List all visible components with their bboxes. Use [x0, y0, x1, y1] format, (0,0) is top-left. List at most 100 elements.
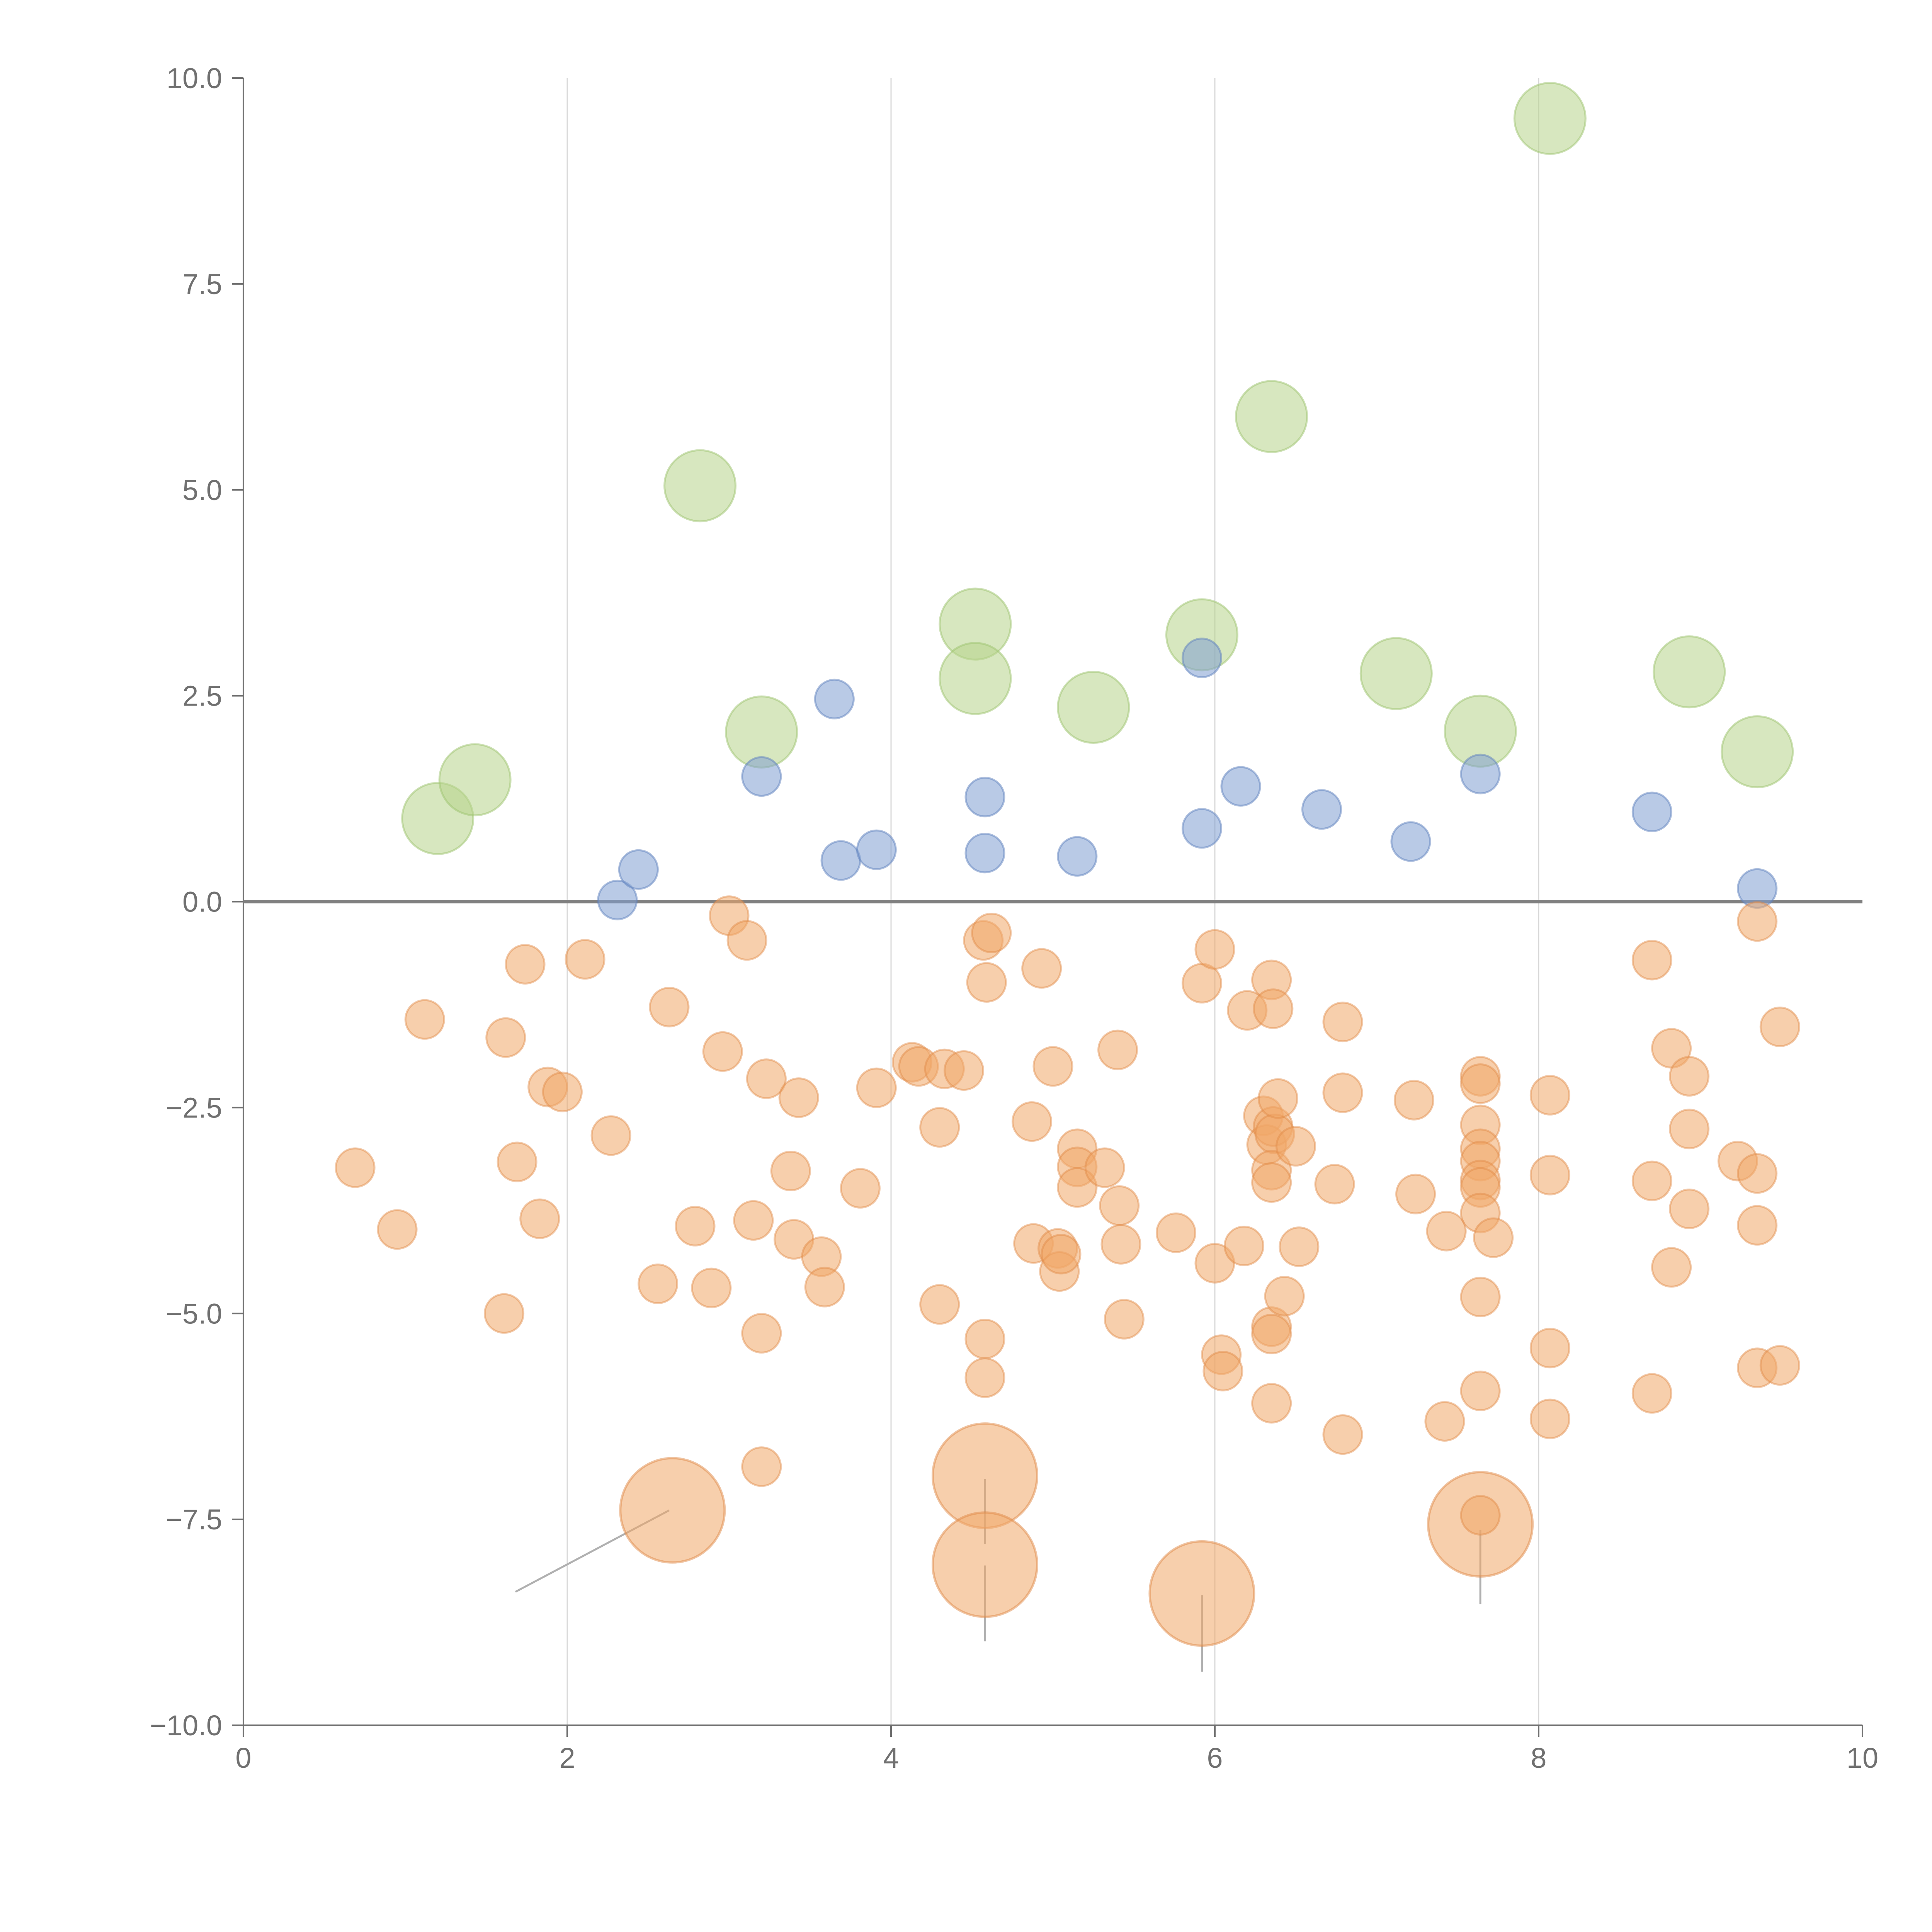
data-point-negative: [702, 1031, 743, 1072]
data-point-negative: [964, 1357, 1005, 1398]
data-point-low-positive: [1631, 791, 1672, 832]
data-point-negative: [377, 1209, 418, 1250]
y-tick-label: 10.0: [167, 62, 222, 94]
data-point-negative: [1264, 1276, 1305, 1316]
data-point-high-positive: [663, 449, 737, 522]
data-point-negative: [1737, 901, 1778, 942]
y-axis-ticks: −10.0 −7.5 −5.0 −2.5 0.0 2.5 5.0 7.5 10.0: [150, 62, 243, 1742]
data-point-negative: [638, 1264, 679, 1304]
data-point-negative: [1104, 1299, 1145, 1340]
data-point-negative: [1251, 1314, 1292, 1355]
data-point-large-negative: [619, 1457, 726, 1564]
data-point-negative: [1669, 1189, 1710, 1230]
data-point-negative: [1314, 1164, 1355, 1205]
data-point-negative: [1631, 940, 1672, 981]
data-point-negative: [335, 1147, 376, 1188]
data-point-negative: [1529, 1328, 1570, 1369]
data-point-negative: [919, 1284, 960, 1325]
data-point-negative: [497, 1141, 537, 1182]
data-point-high-positive: [1653, 635, 1726, 709]
data-point-low-positive: [814, 679, 855, 719]
data-point-negative: [1032, 1046, 1073, 1087]
data-point-low-positive: [1057, 836, 1098, 877]
data-point-negative: [1100, 1224, 1141, 1265]
data-point-negative: [1155, 1212, 1196, 1253]
data-point-negative: [1181, 963, 1222, 1004]
data-point-negative: [1194, 1243, 1235, 1284]
data-point-negative: [1460, 1495, 1501, 1536]
data-point-negative: [1099, 1185, 1140, 1226]
data-point-negative: [741, 1313, 782, 1354]
data-point-negative: [1460, 1063, 1501, 1104]
x-tick-label: 10: [1847, 1742, 1878, 1774]
data-point-negative: [840, 1168, 881, 1209]
x-tick-label: 6: [1207, 1742, 1223, 1774]
data-point-negative: [1460, 1277, 1501, 1318]
data-point-large-negative: [1148, 1540, 1255, 1647]
data-point-negative: [856, 1067, 897, 1108]
data-point-negative: [1251, 1383, 1292, 1424]
data-point-negative: [1395, 1173, 1436, 1214]
x-tick-label: 4: [883, 1742, 899, 1774]
data-point-negative: [691, 1267, 732, 1308]
data-point-low-positive: [1181, 808, 1222, 849]
data-point-low-positive: [964, 777, 1005, 818]
y-tick-label: −10.0: [150, 1709, 222, 1742]
data-point-negative: [944, 1050, 985, 1091]
data-point-low-positive: [1181, 638, 1222, 679]
data-point-negative: [966, 962, 1007, 1003]
data-point-negative: [1322, 1414, 1363, 1455]
data-point-negative: [1322, 1072, 1363, 1113]
data-point-negative: [565, 939, 605, 980]
y-tick-label: 0.0: [182, 886, 222, 918]
data-point-negative: [1651, 1247, 1692, 1288]
data-point-negative: [1737, 1205, 1778, 1246]
data-point-negative: [1460, 1371, 1501, 1412]
data-point-negative: [1669, 1056, 1710, 1097]
data-point-high-positive: [1057, 670, 1130, 744]
data-point-negative: [485, 1017, 526, 1058]
data-point-high-positive: [1359, 637, 1433, 710]
x-tick-label: 0: [235, 1742, 251, 1774]
data-point-negative: [590, 1115, 631, 1156]
data-point-low-positive: [597, 879, 638, 920]
data-point-negative: [1393, 1080, 1434, 1121]
data-point-negative: [1322, 1002, 1363, 1043]
data-point-low-positive: [964, 833, 1005, 874]
data-point-low-positive: [618, 849, 659, 890]
y-tick-label: 5.0: [182, 474, 222, 506]
data-point-negative: [1529, 1398, 1570, 1439]
y-tick-label: −7.5: [166, 1503, 222, 1536]
data-point-negative: [1097, 1029, 1138, 1070]
data-point-negative: [1669, 1109, 1710, 1150]
data-point-low-positive: [1390, 821, 1431, 862]
data-point-negative: [1529, 1155, 1570, 1196]
data-point-negative: [1276, 1126, 1316, 1167]
data-point-low-positive: [1301, 789, 1342, 830]
y-tick-label: 2.5: [182, 680, 222, 712]
data-point-negative: [770, 1151, 811, 1192]
data-point-negative: [733, 1200, 774, 1241]
data-point-negative: [726, 920, 767, 961]
data-point-negative: [1529, 1075, 1570, 1116]
data-point-negative: [484, 1293, 525, 1334]
data-point-negative: [1251, 1162, 1292, 1203]
data-point-negative: [675, 1206, 716, 1247]
data-point-high-positive: [1721, 715, 1794, 789]
data-point-negative: [741, 1446, 782, 1487]
data-point-negative: [804, 1267, 845, 1308]
data-point-negative: [505, 944, 546, 985]
data-point-negative: [1223, 1225, 1264, 1266]
data-point-negative: [1279, 1226, 1320, 1267]
data-point-low-positive: [741, 756, 782, 797]
data-point-high-positive: [939, 642, 1012, 715]
data-point-large-negative: [932, 1511, 1039, 1618]
data-point-high-positive: [438, 743, 512, 816]
data-point-negative: [1057, 1167, 1098, 1208]
data-point-negative: [649, 986, 690, 1027]
data-point-negative: [519, 1198, 560, 1239]
data-point-negative: [1426, 1211, 1467, 1252]
y-tick-label: −5.0: [166, 1298, 222, 1330]
